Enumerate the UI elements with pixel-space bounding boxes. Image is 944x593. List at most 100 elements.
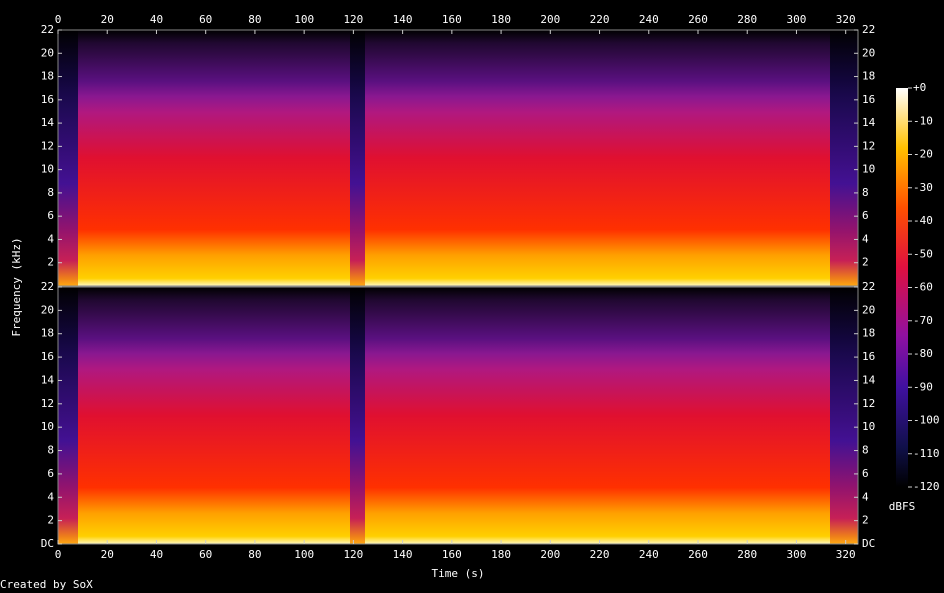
x-tick-label: 300 bbox=[787, 13, 807, 26]
spectrogram-quiet-region bbox=[58, 30, 78, 286]
x-tick-label: 100 bbox=[294, 13, 314, 26]
y-tick-label: 4 bbox=[862, 232, 869, 245]
y-tick-label: 2 bbox=[862, 256, 869, 269]
x-tick-label: 320 bbox=[836, 548, 856, 561]
y-tick-label: 14 bbox=[41, 116, 55, 129]
y-tick-label: 4 bbox=[47, 232, 54, 245]
x-tick-label: 40 bbox=[150, 548, 163, 561]
x-tick-label: 20 bbox=[101, 548, 114, 561]
colorbar-tick-label: -80 bbox=[913, 347, 933, 360]
colorbar-tick-label: -50 bbox=[913, 247, 933, 260]
y-tick-label: 22 bbox=[41, 23, 54, 36]
y-tick-label: 22 bbox=[862, 23, 875, 36]
y-tick-label: 8 bbox=[47, 186, 54, 199]
colorbar-tick-label: -20 bbox=[913, 148, 933, 161]
x-tick-label: 140 bbox=[393, 548, 413, 561]
y-tick-label: 16 bbox=[41, 350, 54, 363]
y-tick-label: 20 bbox=[41, 303, 54, 316]
y-tick-label: 6 bbox=[47, 467, 54, 480]
colorbar-tick-label: -100 bbox=[913, 414, 940, 427]
x-tick-label: 180 bbox=[491, 548, 511, 561]
spectrogram-quiet-region bbox=[350, 287, 365, 544]
x-tick-label: 280 bbox=[737, 548, 757, 561]
x-tick-label: 260 bbox=[688, 13, 708, 26]
y-tick-label: 14 bbox=[41, 373, 55, 386]
colorbar-tick-label: -60 bbox=[913, 281, 933, 294]
x-tick-label: 0 bbox=[55, 548, 62, 561]
y-tick-label: 6 bbox=[862, 467, 869, 480]
colorbar-tick-label: -120 bbox=[913, 480, 940, 493]
y-tick-label: 6 bbox=[47, 209, 54, 222]
x-tick-label: 220 bbox=[590, 13, 610, 26]
spectrogram-image bbox=[58, 287, 858, 544]
y-tick-label: DC bbox=[41, 537, 54, 550]
x-tick-label: 80 bbox=[248, 548, 261, 561]
x-tick-label: 120 bbox=[343, 548, 363, 561]
x-tick-label: 100 bbox=[294, 548, 314, 561]
y-tick-label: 14 bbox=[862, 116, 876, 129]
y-tick-label: 16 bbox=[862, 350, 875, 363]
y-tick-label: 14 bbox=[862, 373, 876, 386]
y-tick-label: 10 bbox=[862, 420, 875, 433]
y-tick-label: 18 bbox=[862, 327, 875, 340]
colorbar-tick-label: -110 bbox=[913, 447, 940, 460]
y-tick-label: 16 bbox=[862, 93, 875, 106]
colorbar bbox=[896, 88, 908, 487]
y-tick-label: 16 bbox=[41, 93, 54, 106]
x-tick-label: 240 bbox=[639, 13, 659, 26]
x-tick-label: 200 bbox=[540, 548, 560, 561]
x-tick-label: 320 bbox=[836, 13, 856, 26]
y-tick-label: 22 bbox=[862, 280, 875, 293]
colorbar-tick-label: +0 bbox=[913, 81, 926, 94]
y-tick-label: 8 bbox=[47, 444, 54, 457]
y-tick-label: 18 bbox=[862, 70, 875, 83]
y-tick-label: 6 bbox=[862, 209, 869, 222]
x-tick-label: 80 bbox=[248, 13, 261, 26]
y-tick-label: 2 bbox=[862, 514, 869, 527]
y-tick-label: 18 bbox=[41, 70, 54, 83]
spectrogram-image bbox=[58, 30, 858, 286]
colorbar-tick-label: -90 bbox=[913, 380, 933, 393]
colorbar-tick-label: -30 bbox=[913, 181, 933, 194]
x-tick-label: 300 bbox=[787, 548, 807, 561]
y-tick-label: 12 bbox=[41, 139, 54, 152]
spectrogram-quiet-region bbox=[350, 30, 365, 286]
x-tick-label: 260 bbox=[688, 548, 708, 561]
y-tick-label: 22 bbox=[41, 280, 54, 293]
y-tick-label: 4 bbox=[862, 490, 869, 503]
spectrogram-quiet-region bbox=[58, 287, 78, 544]
x-tick-label: 220 bbox=[590, 548, 610, 561]
x-tick-label: 160 bbox=[442, 13, 462, 26]
y-tick-label: 10 bbox=[41, 163, 54, 176]
x-tick-label: 240 bbox=[639, 548, 659, 561]
spectrogram-quiet-region bbox=[830, 30, 858, 286]
plot-frame bbox=[57, 286, 859, 545]
y-tick-label: 4 bbox=[47, 490, 54, 503]
x-tick-label: 60 bbox=[199, 548, 212, 561]
x-tick-label: 0 bbox=[55, 13, 62, 26]
y-axis-label: Frequency (kHz) bbox=[10, 237, 23, 336]
y-tick-label: 18 bbox=[41, 327, 54, 340]
y-tick-label: 12 bbox=[41, 397, 54, 410]
y-tick-label: 10 bbox=[862, 163, 875, 176]
x-tick-label: 180 bbox=[491, 13, 511, 26]
colorbar-tick-label: -10 bbox=[913, 114, 933, 127]
y-tick-label: DC bbox=[862, 537, 875, 550]
y-tick-label: 10 bbox=[41, 420, 54, 433]
x-tick-label: 60 bbox=[199, 13, 212, 26]
x-tick-label: 200 bbox=[540, 13, 560, 26]
y-tick-label: 8 bbox=[862, 186, 869, 199]
x-tick-label: 120 bbox=[343, 13, 363, 26]
y-tick-label: 12 bbox=[862, 139, 875, 152]
y-tick-label: 2 bbox=[47, 514, 54, 527]
colorbar-tick-label: -40 bbox=[913, 214, 933, 227]
spectrogram-quiet-region bbox=[830, 287, 858, 544]
x-tick-label: 160 bbox=[442, 548, 462, 561]
x-axis-label: Time (s) bbox=[432, 567, 485, 580]
plot-frame bbox=[57, 29, 859, 287]
colorbar-tick-label: -70 bbox=[913, 314, 933, 327]
x-tick-label: 40 bbox=[150, 13, 163, 26]
x-tick-label: 20 bbox=[101, 13, 114, 26]
y-tick-label: 20 bbox=[862, 303, 875, 316]
